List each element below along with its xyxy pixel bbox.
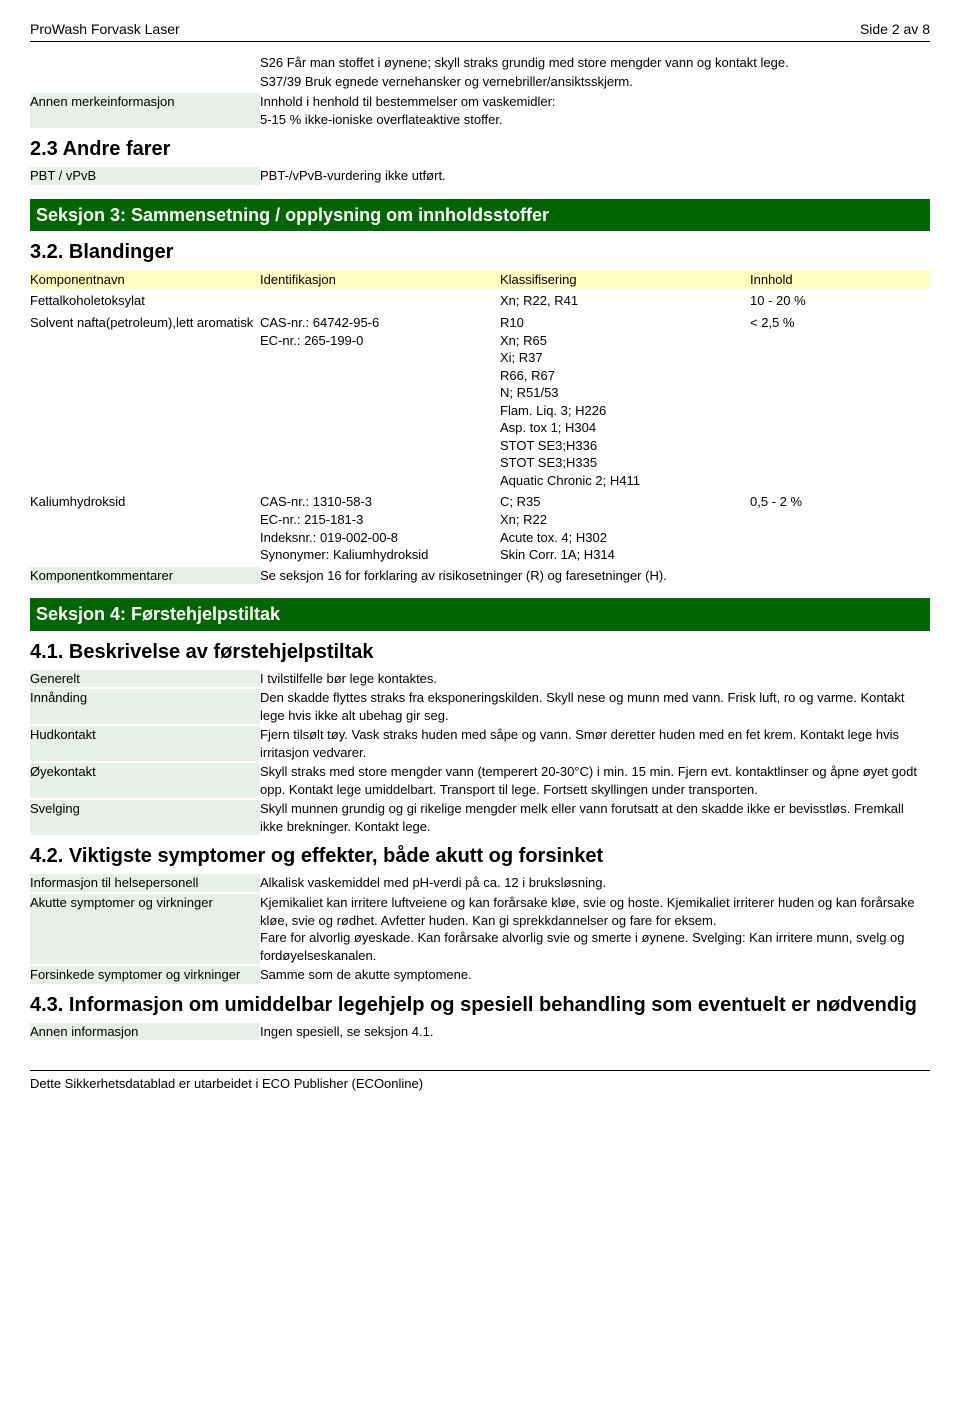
pbt-label: PBT / vPvB [30, 167, 260, 185]
heading-3-2: 3.2. Blandinger [30, 239, 930, 266]
heading-4-1: 4.1. Beskrivelse av førstehjelpstiltak [30, 639, 930, 666]
kv-label: Akutte symptomer og virkninger [30, 894, 260, 964]
kv-label: Innånding [30, 689, 260, 724]
cell-klass: Xn; R22, R41 [500, 292, 750, 310]
cell-name: Fettalkoholetoksylat [30, 292, 260, 310]
heading-2-3: 2.3 Andre farer [30, 136, 930, 163]
section3-banner: Seksjon 3: Sammensetning / opplysning om… [30, 199, 930, 231]
kv-row: Informasjon til helsepersonellAlkalisk v… [30, 874, 930, 892]
page-indicator: Side 2 av 8 [860, 20, 930, 39]
cell-innhold: 10 - 20 % [750, 292, 930, 310]
kv-label: Generelt [30, 670, 260, 688]
komment-value: Se seksjon 16 for forklaring av risikose… [260, 567, 930, 585]
pbt-row: PBT / vPvB PBT-/vPvB-vurdering ikke utfø… [30, 167, 930, 185]
kv-label: Informasjon til helsepersonell [30, 874, 260, 892]
table-row: KaliumhydroksidCAS-nr.: 1310-58-3 EC-nr.… [30, 492, 930, 564]
cell-id: CAS-nr.: 1310-58-3 EC-nr.: 215-181-3 Ind… [260, 493, 500, 563]
kv-label: Svelging [30, 800, 260, 835]
kv-row: Annen informasjonIngen spesiell, se seks… [30, 1023, 930, 1041]
cell-name: Solvent nafta(petroleum),lett aromatisk [30, 314, 260, 332]
doc-title: ProWash Forvask Laser [30, 20, 180, 39]
cell-id: CAS-nr.: 64742-95-6 EC-nr.: 265-199-0 [260, 314, 500, 349]
kv-row: HudkontaktFjern tilsølt tøy. Vask straks… [30, 726, 930, 761]
s26-row: S26 Får man stoffet i øynene; skyll stra… [30, 54, 930, 72]
kv-value: I tvilstilfelle bør lege kontaktes. [260, 670, 930, 688]
kv-value: Fjern tilsølt tøy. Vask straks huden med… [260, 726, 930, 761]
table-row: Fettalkoholetoksylat Xn; R22, R4110 - 20 … [30, 291, 930, 311]
kv-row: Akutte symptomer og virkningerKjemikalie… [30, 894, 930, 964]
th-name: Komponentnavn [30, 271, 260, 289]
kv-label: Annen informasjon [30, 1023, 260, 1041]
section4-banner: Seksjon 4: Førstehjelpstiltak [30, 598, 930, 630]
s26-text: S26 Får man stoffet i øynene; skyll stra… [260, 54, 930, 72]
annen-value: Innhold i henhold til bestemmelser om va… [260, 93, 930, 128]
heading-4-3: 4.3. Informasjon om umiddelbar legehjelp… [30, 992, 930, 1019]
pbt-value: PBT-/vPvB-vurdering ikke utført. [260, 167, 930, 185]
cell-klass: R10 Xn; R65 Xi; R37 R66, R67 N; R51/53 F… [500, 314, 750, 489]
komment-row: Komponentkommentarer Se seksjon 16 for f… [30, 567, 930, 585]
kv-row: SvelgingSkyll munnen grundig og gi rikel… [30, 800, 930, 835]
kv-row: InnåndingDen skadde flyttes straks fra e… [30, 689, 930, 724]
cell-innhold: < 2,5 % [750, 314, 930, 332]
s37-row: S37/39 Bruk egnede vernehansker og verne… [30, 73, 930, 91]
annen-label: Annen merkeinformasjon [30, 93, 260, 128]
footer-text: Dette Sikkerhetsdatablad er utarbeidet i… [30, 1070, 930, 1093]
kv-value: Den skadde flyttes straks fra eksponerin… [260, 689, 930, 724]
th-innhold: Innhold [750, 271, 930, 289]
cell-klass: C; R35 Xn; R22 Acute tox. 4; H302 Skin C… [500, 493, 750, 563]
kv-row: ØyekontaktSkyll straks med store mengder… [30, 763, 930, 798]
kv-value: Samme som de akutte symptomene. [260, 966, 930, 984]
composition-table: Komponentnavn Identifikasjon Klassifiser… [30, 270, 930, 565]
page-header: ProWash Forvask Laser Side 2 av 8 [30, 20, 930, 42]
kv-label: Hudkontakt [30, 726, 260, 761]
annen-row: Annen merkeinformasjon Innhold i henhold… [30, 93, 930, 128]
table-header-row: Komponentnavn Identifikasjon Klassifiser… [30, 270, 930, 290]
cell-innhold: 0,5 - 2 % [750, 493, 930, 511]
kv-label: Øyekontakt [30, 763, 260, 798]
kv-value: Kjemikaliet kan irritere luftveiene og k… [260, 894, 930, 964]
th-id: Identifikasjon [260, 271, 500, 289]
cell-name: Kaliumhydroksid [30, 493, 260, 511]
heading-4-2: 4.2. Viktigste symptomer og effekter, bå… [30, 843, 930, 870]
kv-label: Forsinkede symptomer og virkninger [30, 966, 260, 984]
kv-row: Forsinkede symptomer og virkningerSamme … [30, 966, 930, 984]
table-row: Solvent nafta(petroleum),lett aromatiskC… [30, 313, 930, 490]
kv-value: Alkalisk vaskemiddel med pH-verdi på ca.… [260, 874, 930, 892]
komment-label: Komponentkommentarer [30, 567, 260, 585]
s37-text: S37/39 Bruk egnede vernehansker og verne… [260, 73, 930, 91]
th-klass: Klassifisering [500, 271, 750, 289]
kv-value: Skyll munnen grundig og gi rikelige meng… [260, 800, 930, 835]
kv-value: Ingen spesiell, se seksjon 4.1. [260, 1023, 930, 1041]
kv-row: GenereltI tvilstilfelle bør lege kontakt… [30, 670, 930, 688]
kv-value: Skyll straks med store mengder vann (tem… [260, 763, 930, 798]
